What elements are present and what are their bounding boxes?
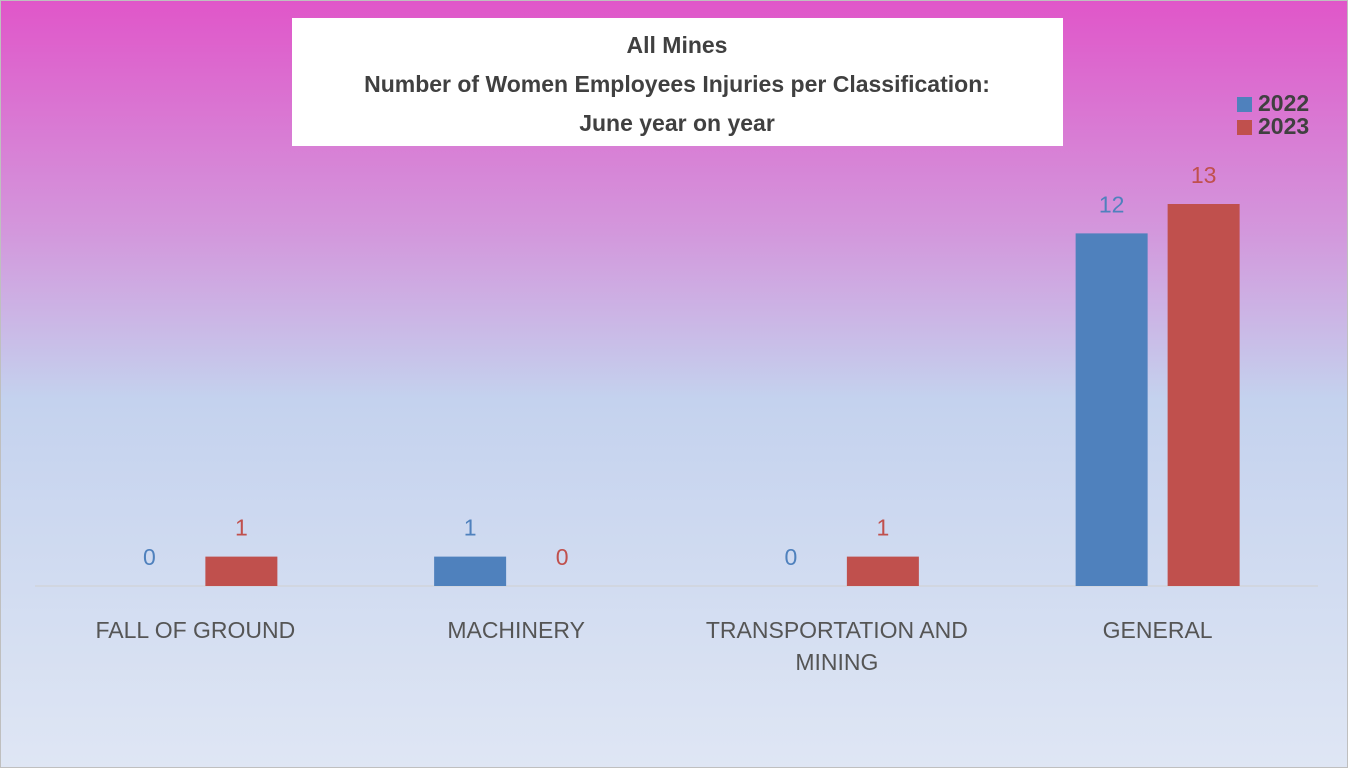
data-label: 1 [464,515,477,541]
data-label: 12 [1099,191,1125,217]
bar [434,556,507,586]
x-tick-label: TRANSPORTATION AND MINING [705,617,968,675]
bar [1167,204,1240,586]
title-box [292,18,1063,146]
data-label: 1 [235,515,248,541]
data-label: 1 [876,515,889,541]
data-label: 0 [556,544,569,570]
x-tick-label: FALL OF GROUND [95,617,296,643]
legend-swatch [1237,120,1252,135]
x-tick-label: GENERAL [1102,617,1213,643]
bar [846,556,919,586]
chart-title: All Mines [627,32,728,58]
bar [1075,233,1148,586]
chart-title: Number of Women Employees Injuries per C… [364,71,990,97]
x-tick-label: MACHINERY [447,617,585,643]
legend-swatch [1237,97,1252,112]
data-label: 13 [1191,162,1217,188]
data-label: 0 [784,544,797,570]
bar [205,556,278,586]
chart-title: June year on year [579,110,775,136]
legend-label: 2022 [1258,90,1309,116]
data-label: 0 [143,544,156,570]
legend-label: 2023 [1258,113,1309,139]
